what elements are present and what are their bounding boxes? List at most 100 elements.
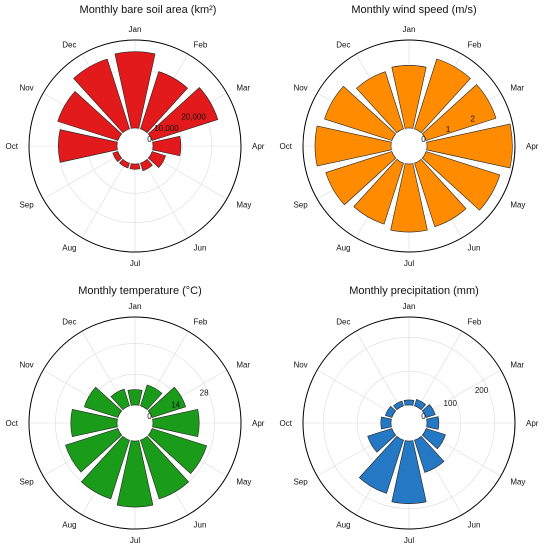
panel-bare-soil: Monthly bare soil area (km²) 010,00020,0…	[6, 4, 265, 268]
radial-tick-label: 20,000	[181, 113, 206, 122]
month-label-jan: Jan	[403, 25, 416, 34]
month-label-oct: Oct	[280, 142, 293, 151]
bar-oct	[58, 129, 118, 163]
radial-tick-label: 0	[147, 412, 152, 421]
bar-mar	[147, 87, 219, 141]
radial-tick-label: 28	[200, 389, 209, 398]
bar-aug	[358, 435, 404, 494]
month-label-dec: Dec	[336, 41, 350, 50]
panel-title: Monthly temperature (°C)	[78, 285, 202, 297]
month-label-sep: Sep	[293, 201, 308, 210]
month-labels: Jan Feb Mar Apr May Jun Jul Aug Sep Oct Nov Dec	[280, 302, 539, 545]
bar-nov	[385, 405, 397, 418]
bar-jul	[391, 440, 427, 504]
month-label-oct: Oct	[280, 419, 293, 428]
grid-spoke	[150, 154, 227, 200]
month-label-apr: Apr	[252, 142, 265, 151]
month-label-dec: Dec	[62, 318, 76, 327]
bar-may	[421, 151, 501, 211]
outer-ring	[28, 316, 242, 530]
month-label-nov: Nov	[293, 84, 307, 93]
month-label-jul: Jul	[404, 536, 414, 545]
bar-may	[147, 428, 208, 475]
bar-dec	[393, 400, 404, 411]
bar-jan	[127, 389, 143, 406]
month-label-aug: Aug	[62, 243, 76, 252]
bar-jan	[391, 65, 427, 129]
bar-feb	[140, 384, 163, 411]
month-label-feb: Feb	[194, 41, 208, 50]
grid-circle	[116, 404, 154, 442]
month-label-feb: Feb	[194, 318, 208, 327]
bar-apr	[152, 135, 182, 157]
bar-aug	[119, 158, 130, 169]
month-label-mar: Mar	[236, 84, 250, 93]
grid-spoke	[81, 161, 127, 238]
month-label-aug: Aug	[62, 520, 76, 529]
bars	[65, 384, 208, 508]
bar-jun	[414, 158, 467, 228]
month-label-sep: Sep	[19, 478, 34, 487]
bar-mar	[147, 386, 187, 418]
month-label-jul: Jul	[404, 259, 414, 268]
bar-jun	[140, 435, 189, 500]
panel-wind-speed: Monthly wind speed (m/s) 0 1 2 Jan Feb Mar Apr…	[280, 4, 539, 268]
month-label-nov: Nov	[293, 361, 307, 370]
month-labels: Jan Feb Mar Apr May Jun Jul Aug Sep Oct Nov Dec	[6, 25, 265, 268]
radial-tick-label: 0	[421, 135, 426, 144]
bar-feb	[140, 71, 189, 134]
month-label-mar: Mar	[510, 361, 524, 370]
radial-tick-label: 100	[444, 399, 458, 408]
bars	[314, 58, 513, 233]
month-label-may: May	[510, 201, 525, 210]
month-label-may: May	[510, 478, 525, 487]
radial-tick-label: 2	[470, 115, 475, 124]
bar-sep	[325, 151, 397, 206]
month-label-dec: Dec	[62, 41, 76, 50]
bar-apr	[152, 408, 200, 438]
bar-nov	[57, 91, 123, 141]
bar-feb	[414, 399, 427, 411]
bar-nov	[324, 85, 397, 141]
month-label-oct: Oct	[6, 419, 19, 428]
bar-jun	[414, 435, 445, 473]
outer-ring	[302, 39, 516, 253]
bar-jun	[140, 158, 153, 172]
grid-spoke	[424, 369, 501, 415]
month-label-aug: Aug	[336, 243, 350, 252]
bar-may	[147, 151, 166, 169]
bar-feb	[414, 58, 471, 134]
radial-ticks: 0 14 28	[147, 389, 209, 422]
bar-jul	[129, 163, 141, 170]
grid-spoke	[417, 331, 463, 408]
bar-nov	[83, 386, 123, 418]
bar-mar	[421, 404, 436, 418]
panel-temperature: Monthly temperature (°C) 0 14 28 Jan Feb Mar A…	[6, 285, 265, 545]
grid-circle	[390, 404, 428, 442]
grid-spoke	[317, 369, 394, 415]
month-label-jul: Jul	[130, 259, 140, 268]
radial-tick-label: 200	[475, 386, 489, 395]
outer-ring	[302, 316, 516, 530]
month-label-apr: Apr	[526, 142, 539, 151]
grid-spoke	[43, 154, 120, 200]
radial-tick-label: 1	[446, 125, 451, 134]
grid-circle	[390, 127, 428, 165]
grid-circle	[116, 127, 154, 165]
bars	[57, 51, 219, 172]
radial-ticks: 0 100 200	[421, 386, 489, 421]
month-label-nov: Nov	[19, 84, 33, 93]
bar-may	[421, 428, 446, 450]
radial-tick-label: 0	[421, 412, 426, 421]
radial-tick-label: 14	[171, 400, 180, 409]
panel-title: Monthly wind speed (m/s)	[351, 4, 476, 16]
bar-oct	[314, 125, 392, 167]
month-label-mar: Mar	[236, 361, 250, 370]
month-label-oct: Oct	[6, 142, 19, 151]
month-label-dec: Dec	[336, 318, 350, 327]
month-label-nov: Nov	[19, 361, 33, 370]
month-label-jun: Jun	[468, 520, 481, 529]
bar-jul	[390, 163, 428, 233]
